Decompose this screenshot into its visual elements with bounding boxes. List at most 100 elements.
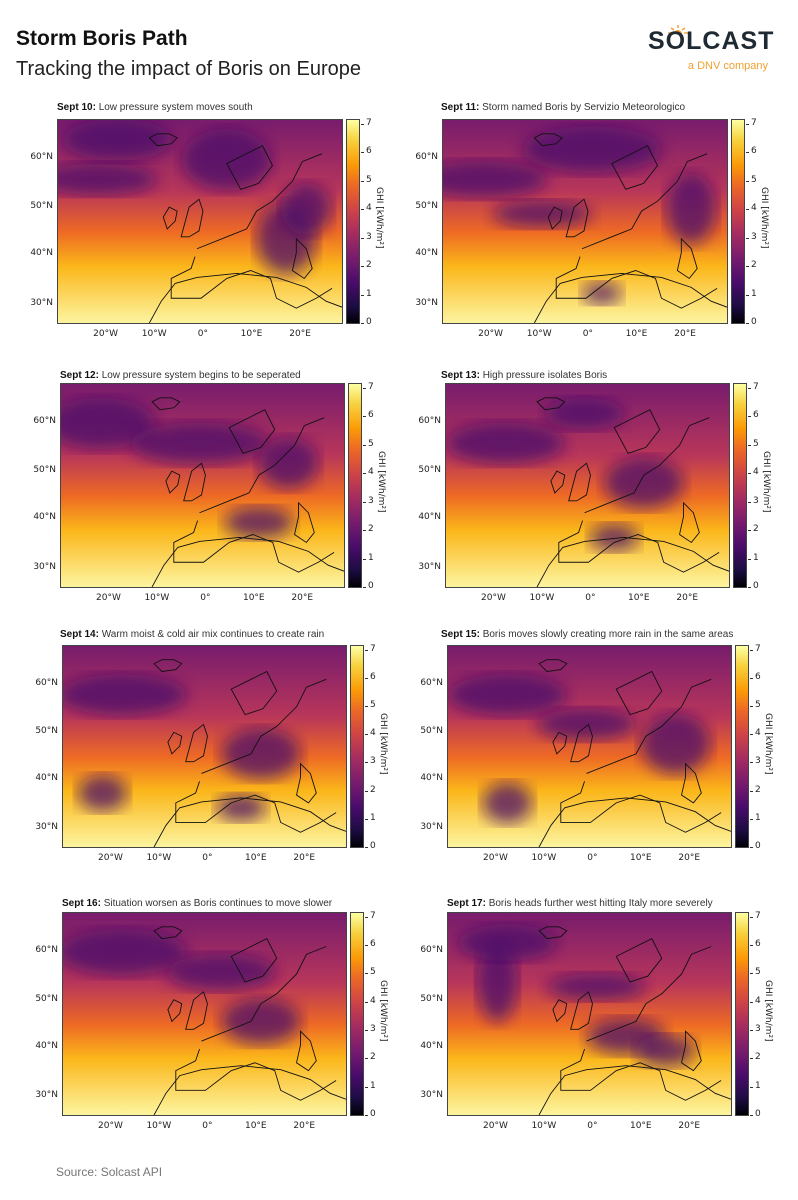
lon-tick-label: 0° — [587, 1121, 598, 1131]
panel-date: Sept 13: — [441, 370, 480, 381]
lon-tick-label: 10°E — [244, 853, 267, 863]
page-subtitle: Tracking the impact of Boris on Europe — [16, 58, 361, 80]
lon-tick-label: 0° — [197, 329, 208, 339]
colorbar-tick-label: 0 — [750, 841, 761, 851]
colorbar-tick-label: 4 — [365, 728, 376, 739]
colorbar-tick-label: 6 — [365, 939, 376, 949]
lat-tick-label: 60°N — [33, 415, 56, 426]
colorbar-label: GHI [kWh/m²] — [378, 980, 388, 1042]
lon-tick-label: 10°W — [146, 853, 172, 863]
lon-tick-label: 0° — [202, 853, 213, 863]
panel-caption: Storm named Boris by Servizio Meteorolog… — [482, 102, 686, 113]
colorbar-tick-label: 3 — [365, 756, 376, 767]
colorbar-tick-label: 0 — [746, 317, 757, 327]
colorbar-tick-label: 2 — [365, 784, 376, 795]
lon-tick-label: 10°W — [529, 593, 555, 603]
colorbar-tick-label: 1 — [750, 812, 761, 823]
lon-tick-label: 20°E — [291, 593, 314, 603]
lon-tick-label: 20°E — [293, 853, 316, 863]
lat-tick-label: 40°N — [420, 772, 443, 783]
lat-tick-label: 30°N — [418, 561, 441, 572]
colorbar-tick-label: 2 — [365, 1052, 376, 1063]
lat-tick-label: 50°N — [420, 726, 443, 737]
colorbar-tick-label: 0 — [750, 1109, 761, 1119]
colorbar-label: GHI [kWh/m²] — [763, 980, 773, 1042]
colorbar-tick-label: 4 — [750, 728, 761, 739]
colorbar-tick-label: 7 — [750, 643, 761, 654]
lon-tick-label: 0° — [582, 329, 593, 339]
colorbar-tick-label: 3 — [750, 1024, 761, 1034]
lon-tick-label: 20°W — [483, 853, 508, 863]
colorbar-tick-label: 2 — [748, 524, 759, 535]
panel-title: Sept 10: Low pressure system moves south — [57, 102, 253, 113]
colorbar-tick-label: 1 — [750, 1080, 761, 1091]
panel-caption: Situation worsen as Boris continues to m… — [103, 898, 333, 909]
lon-tick-label: 10°W — [531, 853, 557, 863]
colorbar-label: GHI [kWh/m²] — [378, 713, 388, 775]
panel-title: Sept 16: Situation worsen as Boris conti… — [62, 898, 332, 909]
lon-tick-label: 20°W — [96, 593, 121, 603]
panel-date: Sept 16: — [62, 898, 101, 909]
lon-tick-label: 10°E — [244, 1121, 267, 1131]
ghi-heatmap — [445, 383, 730, 588]
colorbar-tick-label: 6 — [365, 671, 376, 682]
lon-tick-label: 10°E — [627, 593, 650, 603]
lat-tick-label: 40°N — [35, 1040, 58, 1051]
logo-tagline: a DNV company — [687, 60, 768, 72]
sun-icon — [668, 25, 688, 34]
lat-tick-label: 50°N — [35, 726, 58, 737]
lon-tick-label: 20°E — [289, 329, 311, 339]
lat-tick-label: 30°N — [420, 821, 443, 832]
panel-caption: Low pressure system begins to be seperat… — [101, 370, 301, 381]
ghi-heatmap — [447, 912, 732, 1116]
panel-date: Sept 12: — [60, 370, 99, 381]
lon-tick-label: 20°W — [98, 853, 123, 863]
colorbar-tick-label: 0 — [365, 841, 376, 851]
colorbar-tick-label: 6 — [750, 939, 761, 949]
lat-tick-label: 50°N — [30, 201, 53, 212]
lon-tick-label: 0° — [202, 1121, 213, 1131]
colorbar-tick-label: 2 — [361, 260, 372, 271]
colorbar-tick-label: 7 — [363, 381, 374, 392]
lat-tick-label: 60°N — [35, 944, 58, 955]
lon-tick-label: 10°W — [141, 329, 167, 339]
colorbar-label: GHI [kWh/m²] — [763, 713, 773, 775]
panel-title: Sept 12: Low pressure system begins to b… — [60, 370, 301, 381]
colorbar-tick-label: 6 — [746, 146, 757, 157]
panel-caption: Warm moist & cold air mix continues to c… — [101, 629, 325, 640]
colorbar-label: GHI [kWh/m²] — [759, 187, 769, 249]
colorbar-tick-label: 6 — [750, 671, 761, 682]
colorbar-tick-label: 7 — [750, 910, 761, 921]
lon-tick-label: 10°E — [242, 593, 265, 603]
lat-tick-label: 60°N — [420, 944, 443, 955]
colorbar-tick-label: 3 — [361, 231, 372, 242]
panel-title: Sept 15: Boris moves slowly creating mor… — [441, 629, 733, 640]
lat-tick-label: 30°N — [30, 297, 53, 308]
panel-caption: Boris heads further west hitting Italy m… — [488, 898, 713, 909]
colorbar-tick-label: 3 — [746, 231, 757, 242]
lat-tick-label: 60°N — [420, 677, 443, 688]
colorbar-tick-label: 5 — [750, 700, 761, 711]
colorbar-tick-label: 2 — [750, 1052, 761, 1063]
lon-tick-label: 20°E — [678, 853, 701, 863]
lat-tick-label: 60°N — [418, 415, 441, 426]
panel-caption: Low pressure system moves south — [98, 102, 253, 113]
colorbar-tick-label: 3 — [363, 495, 374, 506]
colorbar-tick-label: 5 — [748, 438, 759, 449]
colorbar-tick-label: 7 — [365, 643, 376, 654]
panel-date: Sept 17: — [447, 898, 486, 909]
colorbar-tick-label: 6 — [748, 410, 759, 421]
colorbar-tick-label: 3 — [365, 1024, 376, 1034]
lon-tick-label: 10°W — [146, 1121, 172, 1131]
colorbar-tick-label: 0 — [748, 581, 759, 591]
colorbar-tick-label: 2 — [363, 524, 374, 535]
ghi-heatmap — [57, 119, 343, 324]
colorbar — [348, 383, 362, 588]
lat-tick-label: 60°N — [30, 151, 53, 162]
ghi-heatmap — [442, 119, 728, 324]
lon-tick-label: 10°W — [526, 329, 552, 339]
lon-tick-label: 10°E — [625, 329, 648, 339]
page-title: Storm Boris Path — [16, 27, 188, 50]
lat-tick-label: 40°N — [35, 772, 58, 783]
lon-tick-label: 20°W — [483, 1121, 508, 1131]
